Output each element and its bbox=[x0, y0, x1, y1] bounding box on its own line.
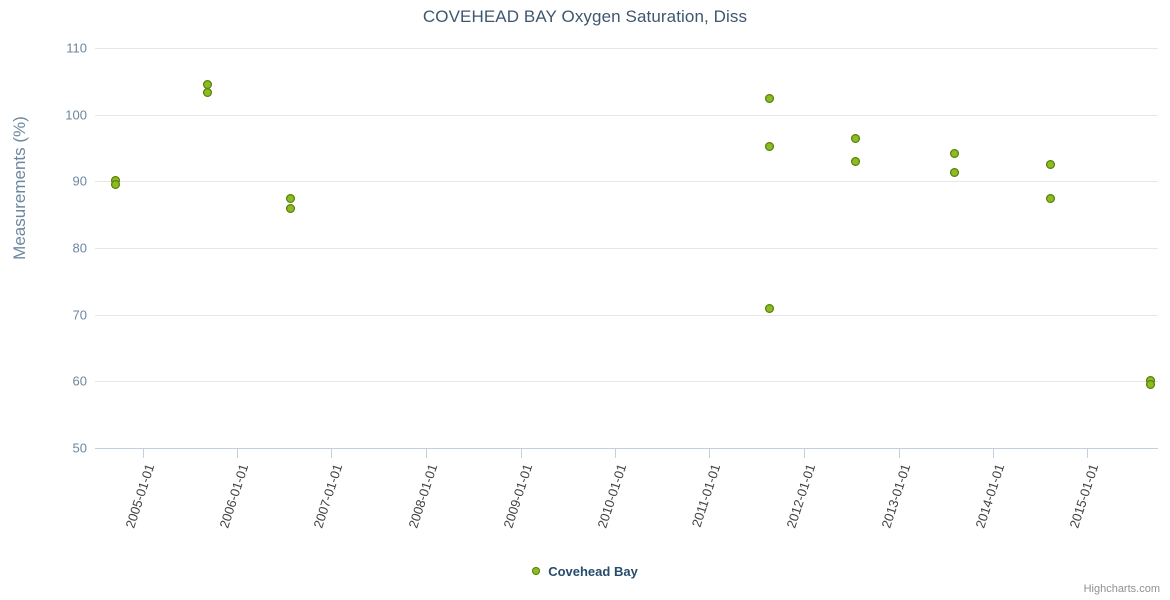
data-point[interactable] bbox=[1145, 375, 1155, 385]
x-axis-line bbox=[95, 448, 1158, 449]
data-point[interactable] bbox=[851, 156, 861, 166]
chart-legend: Covehead Bay bbox=[0, 563, 1170, 579]
data-point[interactable] bbox=[1145, 380, 1155, 390]
data-point[interactable] bbox=[111, 180, 121, 190]
x-tick-mark bbox=[331, 448, 333, 458]
plot-area bbox=[95, 48, 1158, 449]
data-point[interactable] bbox=[949, 148, 959, 158]
y-axis-tick-label: 100 bbox=[65, 107, 87, 123]
data-point[interactable] bbox=[111, 175, 121, 185]
chart-title: COVEHEAD BAY Oxygen Saturation, Diss bbox=[422, 7, 748, 26]
x-tick-mark bbox=[237, 448, 239, 458]
credits-label: Highcharts.com bbox=[1083, 583, 1160, 595]
legend-marker-icon bbox=[532, 567, 541, 575]
y-axis-tick-label: 80 bbox=[72, 240, 87, 256]
data-point[interactable] bbox=[764, 93, 774, 103]
data-point[interactable] bbox=[285, 193, 295, 203]
data-point[interactable] bbox=[203, 88, 213, 98]
y-gridline bbox=[95, 248, 1158, 249]
data-point[interactable] bbox=[949, 167, 959, 177]
data-point[interactable] bbox=[764, 303, 774, 313]
x-tick-mark bbox=[614, 448, 616, 458]
y-gridline bbox=[95, 381, 1158, 383]
x-tick-mark bbox=[425, 448, 427, 458]
x-tick-mark bbox=[142, 448, 144, 458]
y-axis-tick-label: 50 bbox=[72, 440, 87, 456]
data-point[interactable] bbox=[1045, 193, 1055, 203]
y-axis-tick-label: 110 bbox=[66, 40, 87, 56]
y-gridline bbox=[95, 314, 1158, 316]
x-tick-mark bbox=[992, 448, 994, 458]
x-tick-mark bbox=[709, 448, 711, 458]
data-point[interactable] bbox=[1045, 160, 1055, 170]
y-gridline bbox=[95, 114, 1158, 116]
y-axis-tick-label: 70 bbox=[72, 307, 87, 323]
x-tick-mark bbox=[803, 448, 805, 458]
y-gridline bbox=[95, 48, 1158, 49]
x-axis-tick-labels: 2005-01-01 2006-01-01 2007-01-01 2008-01-01… bbox=[95, 448, 1158, 558]
data-point[interactable] bbox=[764, 142, 774, 152]
x-tick-mark bbox=[898, 448, 900, 458]
x-tick-mark bbox=[1087, 448, 1089, 458]
y-gridline bbox=[95, 181, 1158, 183]
y-axis-tick-label: 90 bbox=[72, 173, 87, 189]
data-point[interactable] bbox=[285, 203, 295, 213]
y-axis-tick-labels: 110 100 90 80 70 60 50 bbox=[17, 41, 87, 456]
data-point[interactable] bbox=[851, 134, 861, 144]
x-tick-mark bbox=[520, 448, 522, 458]
y-axis-tick-label: 60 bbox=[72, 373, 87, 389]
data-point[interactable] bbox=[203, 80, 213, 90]
legend-item-covehead-bay[interactable]: Covehead Bay bbox=[532, 564, 638, 579]
legend-item-label: Covehead Bay bbox=[548, 563, 638, 579]
